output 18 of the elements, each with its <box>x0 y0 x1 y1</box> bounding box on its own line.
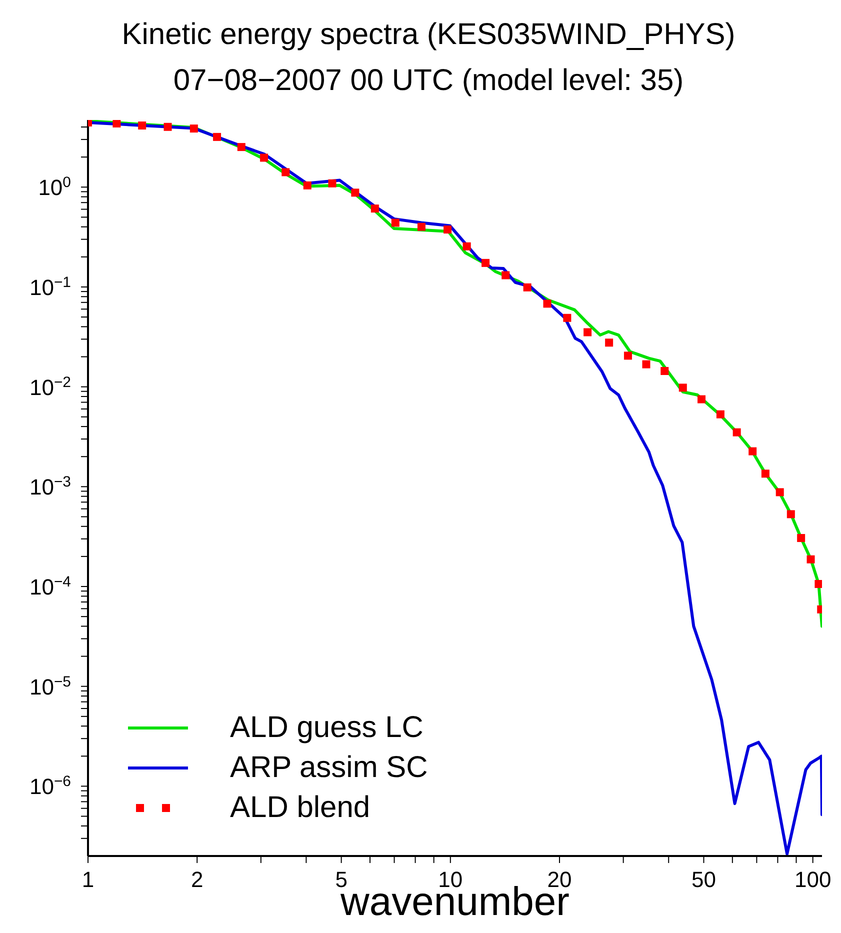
y-tick-label: 10$^{−6}$ <box>29 772 71 800</box>
x-tick-label: 1 <box>82 867 94 892</box>
y-tick-label: 10$^{−2}$ <box>29 373 71 400</box>
chart-subtitle: 07−08−2007 00 UTC (model level: 35) <box>172 63 685 99</box>
x-tick-label: 2 <box>190 867 204 892</box>
chart-title: Kinetic energy spectra (KES035WIND_PHYS) <box>120 17 736 53</box>
y-tick-label: 10$^{−1}$ <box>29 273 71 300</box>
legend-label: ALD guess LC <box>230 710 424 746</box>
x-tick-label: 100 <box>794 867 832 892</box>
legend-label: ARP assim SC <box>230 750 428 786</box>
legend-label: ALD blend <box>230 790 370 826</box>
x-tick-label: 20 <box>547 867 572 892</box>
x-tick-label: 10 <box>438 867 463 892</box>
x-tick-label: 50 <box>691 867 716 892</box>
y-tick-label: 10$^{−4}$ <box>29 573 71 600</box>
y-tick-label: 10$^{−5}$ <box>29 672 71 700</box>
y-tick-label: 10$^{0}$ <box>38 174 71 200</box>
y-tick-label: 10$^{−3}$ <box>29 473 71 500</box>
